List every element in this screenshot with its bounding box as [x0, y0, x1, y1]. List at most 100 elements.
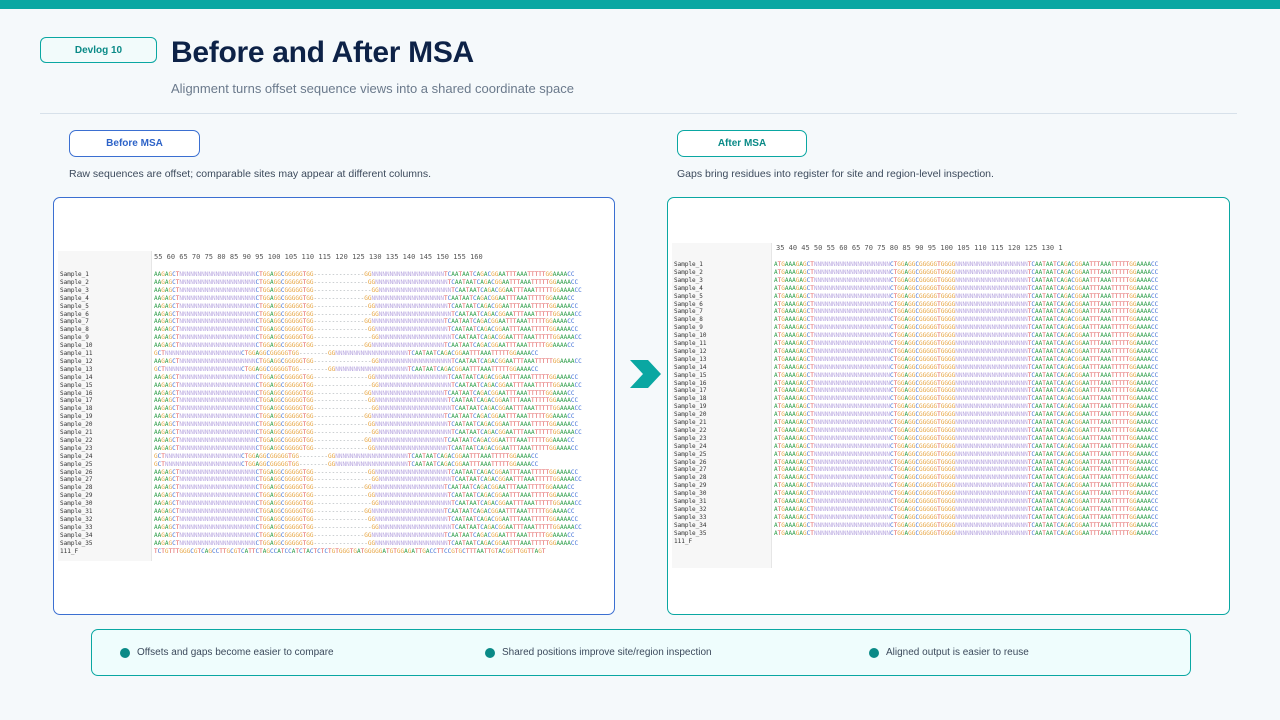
sequence-residues: AAGAGCTNNNNNNNNNNNNNNNNNNNNNCTGGAGGCGGGG… — [154, 484, 575, 492]
sequence-residues: ATGAAAGAGCTNNNNNNNNNNNNNNNNNNNNNCTGGAGGC… — [774, 442, 1159, 450]
sequence-residues: AAGAGCTNNNNNNNNNNNNNNNNNNNNNCTGGAGGCGGGG… — [154, 508, 575, 515]
bullet-dot-icon — [485, 647, 495, 658]
sample-name: Sample_19 — [674, 403, 707, 411]
sequence-row: Sample_25 GCTNNNNNNNNNNNNNNNNNNNNNCTGGAGG… — [58, 461, 538, 469]
sequence-row: Sample_12 AAGAGCTNNNNNNNNNNNNNNNNNNNNNCTG… — [58, 358, 582, 366]
sequence-residues: AAGAGCTNNNNNNNNNNNNNNNNNNNNNCTGGAGGCGGGG… — [154, 381, 582, 389]
sample-name: Sample_14 — [60, 373, 93, 381]
before-alignment-view: 55 60 65 70 75 80 85 90 95 100 105 110 1… — [58, 251, 614, 561]
sample-name: Sample_28 — [60, 484, 93, 492]
sample-name: Sample_16 — [60, 389, 93, 397]
sequence-row: Sample_32 ATGAAAGAGCTNNNNNNNNNNNNNNNNNNNN… — [672, 506, 1158, 514]
sample-name: Sample_24 — [60, 452, 93, 460]
sequence-residues: ATGAAAGAGCTNNNNNNNNNNNNNNNNNNNNNCTGGAGGC… — [774, 261, 1159, 268]
sequence-residues: ATGAAAGAGCTNNNNNNNNNNNNNNNNNNNNNCTGGAGGC… — [774, 426, 1159, 434]
legend-item: Shared positions improve site/region ins… — [485, 647, 712, 658]
sample-name: Sample_34 — [674, 521, 707, 529]
sample-name: Sample_30 — [60, 500, 93, 508]
sample-name: Sample_20 — [674, 411, 707, 419]
sequence-row: Sample_21 ATGAAAGAGCTNNNNNNNNNNNNNNNNNNNN… — [672, 419, 1158, 427]
sequence-row: Sample_17 ATGAAAGAGCTNNNNNNNNNNNNNNNNNNNN… — [672, 387, 1158, 395]
sample-name: Sample_25 — [674, 450, 707, 458]
sequence-row: Sample_32 AAGAGCTNNNNNNNNNNNNNNNNNNNNNCTG… — [58, 516, 578, 524]
sequence-row: Sample_34 AAGAGCTNNNNNNNNNNNNNNNNNNNNNCTG… — [58, 532, 575, 540]
sample-name: Sample_12 — [60, 357, 93, 365]
position-ruler: 55 60 65 70 75 80 85 90 95 100 105 110 1… — [154, 253, 483, 261]
sequence-row: Sample_33 AAGAGCTNNNNNNNNNNNNNNNNNNNNNCTG… — [58, 524, 582, 532]
sequence-residues: AAGAGCTNNNNNNNNNNNNNNNNNNNNNCTGGAGGCGGGG… — [154, 318, 575, 326]
after-msa-label: After MSA — [677, 130, 807, 157]
sequence-row: Sample_4 ATGAAAGAGCTNNNNNNNNNNNNNNNNNNNNN… — [672, 285, 1158, 293]
sequence-row: Sample_19 AAGAGCTNNNNNNNNNNNNNNNNNNNNNCTG… — [58, 413, 575, 421]
sample-names-column — [58, 251, 152, 561]
sequence-row: Sample_23 ATGAAAGAGCTNNNNNNNNNNNNNNNNNNNN… — [672, 435, 1158, 443]
sequence-row: Sample_24 ATGAAAGAGCTNNNNNNNNNNNNNNNNNNNN… — [672, 443, 1158, 451]
sequence-row: Sample_5 AAGAGCTNNNNNNNNNNNNNNNNNNNNNCTGG… — [58, 303, 578, 311]
sample-name: Sample_31 — [674, 498, 707, 505]
before-msa-panel: 55 60 65 70 75 80 85 90 95 100 105 110 1… — [53, 197, 615, 615]
sequence-row: Sample_20 AAGAGCTNNNNNNNNNNNNNNNNNNNNNCTG… — [58, 421, 578, 429]
sequence-row: Sample_19 ATGAAAGAGCTNNNNNNNNNNNNNNNNNNNN… — [672, 403, 1158, 411]
sequence-row: Sample_29 AAGAGCTNNNNNNNNNNNNNNNNNNNNNCTG… — [58, 492, 578, 500]
sample-name: Sample_9 — [674, 324, 703, 332]
sequence-residues: ATGAAAGAGCTNNNNNNNNNNNNNNNNNNNNNCTGGAGGC… — [774, 505, 1159, 513]
sample-name: Sample_20 — [60, 421, 93, 429]
legend-item-label: Aligned output is easier to reuse — [886, 647, 1029, 658]
sequence-residues: AAGAGCTNNNNNNNNNNNNNNNNNNNNNCTGGAGGCGGGG… — [154, 342, 575, 350]
sequence-row: 111_F TCTGTTTGGGCGTCAGCCTTGCGTCATTCTAGCCA… — [58, 548, 546, 556]
sequence-row: Sample_14 ATGAAAGAGCTNNNNNNNNNNNNNNNNNNNN… — [672, 364, 1158, 372]
sequence-residues: AAGAGCTNNNNNNNNNNNNNNNNNNNNNCTGGAGGCGGGG… — [154, 421, 579, 429]
sequence-row: Sample_6 ATGAAAGAGCTNNNNNNNNNNNNNNNNNNNNN… — [672, 301, 1158, 309]
sequence-row: Sample_29 ATGAAAGAGCTNNNNNNNNNNNNNNNNNNNN… — [672, 482, 1158, 490]
sequence-residues: AAGAGCTNNNNNNNNNNNNNNNNNNNNNCTGGAGGCGGGG… — [154, 389, 575, 397]
sequence-residues: AAGAGCTNNNNNNNNNNNNNNNNNNNNNCTGGAGGCGGGG… — [154, 334, 582, 342]
sequence-residues: ATGAAAGAGCTNNNNNNNNNNNNNNNNNNNNNCTGGAGGC… — [774, 450, 1159, 458]
sequence-row: Sample_30 AAGAGCTNNNNNNNNNNNNNNNNNNNNNCTG… — [58, 500, 582, 508]
sample-name: Sample_27 — [674, 466, 707, 474]
sequence-row: Sample_1 ATGAAAGAGCTNNNNNNNNNNNNNNNNNNNNN… — [672, 261, 1158, 269]
sequence-row: Sample_34 ATGAAAGAGCTNNNNNNNNNNNNNNNNNNNN… — [672, 522, 1158, 530]
sample-name: Sample_5 — [60, 302, 89, 310]
sequence-row: Sample_6 AAGAGCTNNNNNNNNNNNNNNNNNNNNNCTGG… — [58, 311, 582, 319]
sequence-residues: ATGAAAGAGCTNNNNNNNNNNNNNNNNNNNNNCTGGAGGC… — [774, 513, 1159, 521]
sample-name: Sample_7 — [60, 318, 89, 326]
legend-bar: Offsets and gaps become easier to compar… — [91, 629, 1191, 676]
sequence-row: Sample_15 ATGAAAGAGCTNNNNNNNNNNNNNNNNNNNN… — [672, 372, 1158, 380]
sample-name: Sample_26 — [674, 458, 707, 466]
sample-name: Sample_2 — [60, 278, 89, 286]
sequence-residues: AAGAGCTNNNNNNNNNNNNNNNNNNNNNCTGGAGGCGGGG… — [154, 444, 579, 452]
sequence-residues: ATGAAAGAGCTNNNNNNNNNNNNNNNNNNNNNCTGGAGGC… — [774, 498, 1159, 505]
sequence-row: Sample_16 AAGAGCTNNNNNNNNNNNNNNNNNNNNNCTG… — [58, 390, 575, 398]
sequence-residues: ATGAAAGAGCTNNNNNNNNNNNNNNNNNNNNNCTGGAGGC… — [774, 316, 1159, 324]
sample-name: Sample_17 — [60, 397, 93, 405]
sample-name: Sample_11 — [674, 340, 707, 347]
sample-name: Sample_6 — [674, 300, 703, 308]
sample-name: Sample_6 — [60, 310, 89, 318]
sequence-residues: ATGAAAGAGCTNNNNNNNNNNNNNNNNNNNNNCTGGAGGC… — [774, 458, 1159, 466]
sequence-residues: ATGAAAGAGCTNNNNNNNNNNNNNNNNNNNNNCTGGAGGC… — [774, 379, 1159, 387]
sample-name: Sample_8 — [674, 316, 703, 324]
sequence-residues: AAGAGCTNNNNNNNNNNNNNNNNNNNNNCTGGAGGCGGGG… — [154, 286, 582, 294]
sample-name: Sample_28 — [674, 474, 707, 482]
sample-name: Sample_1 — [60, 271, 89, 278]
sequence-row: Sample_26 ATGAAAGAGCTNNNNNNNNNNNNNNNNNNNN… — [672, 459, 1158, 467]
sequence-residues: AAGAGCTNNNNNNNNNNNNNNNNNNNNNCTGGAGGCGGGG… — [154, 523, 582, 531]
sample-name: Sample_22 — [60, 436, 93, 444]
sequence-residues: ATGAAAGAGCTNNNNNNNNNNNNNNNNNNNNNCTGGAGGC… — [774, 292, 1159, 300]
sequence-residues: ATGAAAGAGCTNNNNNNNNNNNNNNNNNNNNNCTGGAGGC… — [774, 434, 1159, 442]
sequence-residues: GCTNNNNNNNNNNNNNNNNNNNNNCTGGAGGCGGGGGTGG… — [154, 365, 539, 373]
sequence-residues: AAGAGCTNNNNNNNNNNNNNNNNNNNNNCTGGAGGCGGGG… — [154, 271, 575, 278]
sequence-row: Sample_2 ATGAAAGAGCTNNNNNNNNNNNNNNNNNNNNN… — [672, 269, 1158, 277]
sample-name: Sample_16 — [674, 379, 707, 387]
sample-name: Sample_13 — [60, 365, 93, 373]
sequence-row: Sample_3 ATGAAAGAGCTNNNNNNNNNNNNNNNNNNNNN… — [672, 277, 1158, 285]
sample-name: Sample_1 — [674, 261, 703, 268]
sequence-row: Sample_10 AAGAGCTNNNNNNNNNNNNNNNNNNNNNCTG… — [58, 342, 575, 350]
sequence-residues: TCTGTTTGGGCGTCAGCCTTGCGTCATTCTAGCCATCCAT… — [154, 547, 546, 555]
sample-name: Sample_4 — [674, 284, 703, 292]
sample-name: Sample_21 — [674, 419, 707, 426]
sample-name: Sample_35 — [60, 539, 93, 547]
sequence-residues: ATGAAAGAGCTNNNNNNNNNNNNNNNNNNNNNCTGGAGGC… — [774, 419, 1159, 426]
sequence-row: Sample_21 AAGAGCTNNNNNNNNNNNNNNNNNNNNNCTG… — [58, 429, 582, 437]
sequence-residues: ATGAAAGAGCTNNNNNNNNNNNNNNNNNNNNNCTGGAGGC… — [774, 521, 1159, 529]
